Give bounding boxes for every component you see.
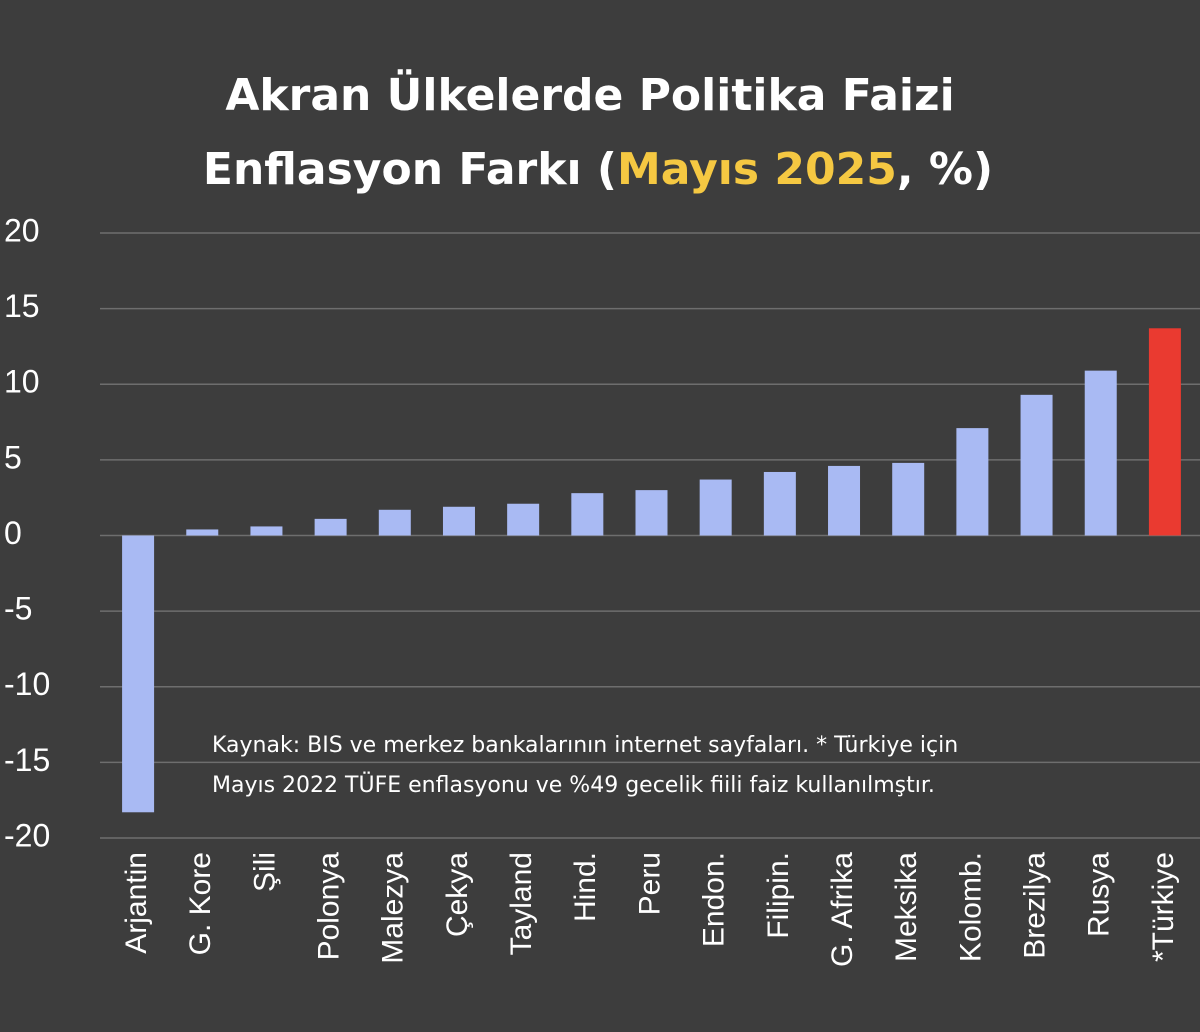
x-tick-label: Tayland	[505, 852, 538, 955]
x-tick-label: Malezya	[377, 852, 410, 964]
x-tick-label: Filipin.	[762, 852, 795, 939]
x-tick-label: Polonya	[313, 852, 346, 961]
bar	[892, 462, 925, 536]
y-tick-label: 15	[4, 288, 40, 324]
bar	[186, 529, 219, 536]
bar	[699, 479, 732, 536]
y-tick-label: -5	[4, 591, 32, 627]
bar	[507, 503, 540, 536]
x-tick-label: G. Kore	[184, 852, 217, 955]
x-tick-label: Rusya	[1083, 852, 1116, 937]
bar	[571, 493, 604, 536]
x-tick-label: *Türkiye	[1147, 852, 1180, 962]
bar	[1084, 370, 1117, 536]
annotation: Kaynak: BIS ve merkez bankalarının inter…	[212, 733, 958, 758]
y-tick-label: -10	[4, 666, 50, 702]
title-highlight: Mayıs 2025	[617, 144, 897, 195]
bar	[1148, 328, 1181, 536]
y-tick-label: 20	[4, 212, 40, 248]
bar	[442, 506, 475, 536]
y-tick-label: 5	[4, 439, 22, 475]
x-tick-label: Meksika	[890, 852, 923, 962]
x-tick-label: Arjantin	[120, 852, 153, 954]
bar	[763, 471, 796, 536]
x-tick-label: Hind.	[569, 852, 602, 922]
bar	[1020, 394, 1053, 536]
annotation: Mayıs 2022 TÜFE enflasyonu ve %49 geceli…	[212, 772, 935, 798]
x-tick-label: Şili	[248, 852, 281, 892]
chart-title: Akran Ülkelerde Politika Faizi	[225, 68, 954, 121]
x-tick-label: Kolomb.	[954, 852, 987, 962]
title-part: Enflasyon Farkı (	[203, 144, 617, 195]
bar	[828, 465, 861, 536]
title-part: , %)	[897, 144, 993, 195]
bar	[122, 535, 155, 813]
y-tick-label: -20	[4, 817, 50, 853]
y-tick-label: -15	[4, 742, 50, 778]
x-tick-label: Peru	[633, 852, 666, 915]
x-tick-label: G. Afrika	[826, 852, 859, 967]
x-tick-label: Endon.	[698, 852, 731, 947]
bar	[250, 526, 283, 536]
x-tick-label: Çekya	[441, 852, 474, 937]
chart-title: Enflasyon Farkı (Mayıs 2025, %)	[203, 144, 993, 195]
y-tick-label: 0	[4, 515, 22, 551]
y-tick-label: 10	[4, 364, 40, 400]
bar	[956, 428, 989, 536]
bar	[378, 509, 411, 536]
bar	[314, 518, 347, 536]
bar	[635, 490, 668, 536]
x-tick-label: Brezilya	[1018, 852, 1051, 959]
